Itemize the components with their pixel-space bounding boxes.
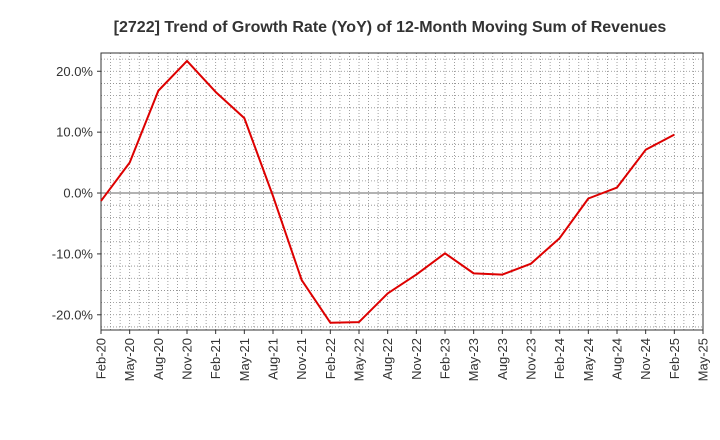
x-tick-label: Nov-22 bbox=[409, 338, 424, 380]
x-tick-label: May-24 bbox=[581, 338, 596, 381]
y-tick-label: 0.0% bbox=[63, 186, 93, 201]
x-tick-label: Aug-22 bbox=[380, 338, 395, 380]
x-tick-label: Nov-24 bbox=[638, 338, 653, 380]
x-tick-label: Aug-24 bbox=[610, 338, 625, 380]
x-tick-label: Feb-20 bbox=[94, 338, 109, 379]
x-tick-label: May-25 bbox=[696, 338, 711, 381]
x-tick-label: Feb-21 bbox=[208, 338, 223, 379]
y-tick-label: -10.0% bbox=[52, 246, 94, 261]
x-tick-label: May-22 bbox=[352, 338, 367, 381]
x-tick-label: Feb-24 bbox=[552, 338, 567, 379]
x-tick-label: Feb-25 bbox=[667, 338, 682, 379]
tick-labels: 20.0% 10.0% 0.0% -10.0% -20.0% Feb-20 May-20 Au… bbox=[52, 64, 711, 382]
chart-title: [2722] Trend of Growth Rate (YoY) of 12-… bbox=[114, 19, 667, 36]
x-tick-label: May-21 bbox=[237, 338, 252, 381]
x-tick-label: Nov-23 bbox=[524, 338, 539, 380]
y-tick-label: -20.0% bbox=[52, 307, 94, 322]
x-tick-label: Nov-21 bbox=[294, 338, 309, 380]
x-tick-label: May-23 bbox=[466, 338, 481, 381]
x-tick-label: Aug-23 bbox=[495, 338, 510, 380]
y-tick-label: 20.0% bbox=[56, 64, 93, 79]
plot-area bbox=[101, 53, 703, 330]
x-tick-label: Nov-20 bbox=[180, 338, 195, 380]
grid bbox=[101, 53, 703, 330]
series bbox=[100, 59, 675, 324]
x-tick-label: Aug-21 bbox=[266, 338, 281, 380]
x-tick-label: May-20 bbox=[122, 338, 137, 381]
x-tick-label: Feb-22 bbox=[323, 338, 338, 379]
plot-frame bbox=[100, 52, 704, 331]
x-tick-label: Aug-20 bbox=[151, 338, 166, 380]
y-tick-label: 10.0% bbox=[56, 125, 93, 140]
x-tick-label: Feb-23 bbox=[438, 338, 453, 379]
